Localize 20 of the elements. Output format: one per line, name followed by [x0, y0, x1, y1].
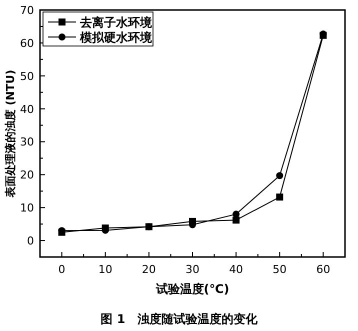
legend-label: 去离子水环境 — [79, 16, 153, 30]
x-tick-label: 20 — [142, 263, 156, 276]
x-tick-label: 0 — [58, 263, 66, 276]
y-tick-label: 40 — [20, 102, 34, 116]
x-tick-label: 10 — [98, 263, 112, 276]
legend-label: 模拟硬水环境 — [79, 30, 153, 44]
y-tick-label: 30 — [20, 136, 34, 149]
x-tick-label: 50 — [272, 263, 287, 276]
y-tick-label: 60 — [20, 36, 34, 50]
x-axis-title: 试验温度(℃) — [154, 282, 230, 296]
x-tick-label: 40 — [229, 263, 244, 276]
y-axis-title: 表面处理液的浊度 (NTU) — [4, 70, 17, 198]
x-tick-label: 60 — [316, 263, 330, 276]
y-tick-label: 50 — [20, 70, 34, 83]
y-tick-label: 20 — [20, 168, 34, 182]
y-tick-label: 0 — [27, 234, 34, 248]
x-tick-label: 30 — [186, 263, 200, 276]
caption: 图 1 浊度随试验温度的变化 — [100, 312, 258, 326]
y-tick-label: 70 — [20, 4, 34, 17]
y-tick-label: 10 — [20, 202, 34, 215]
